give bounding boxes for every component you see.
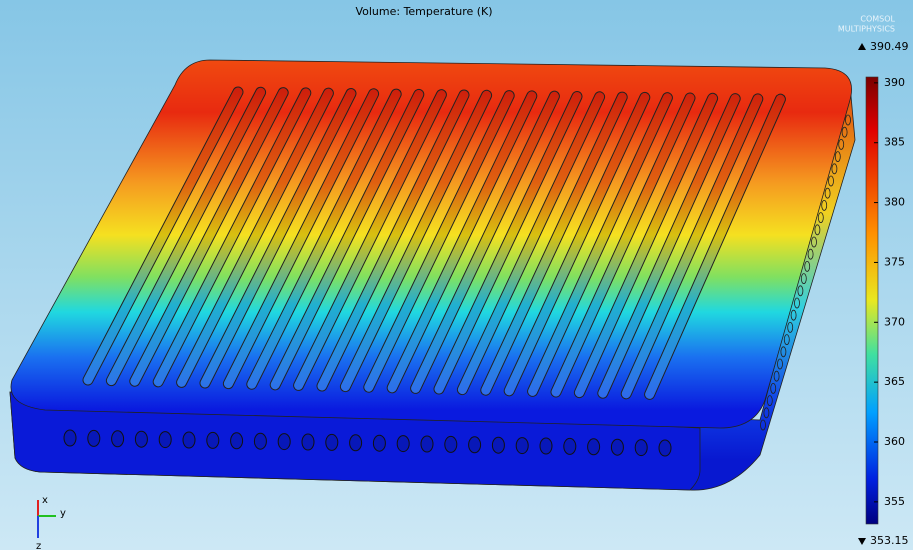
logo: MULTIPHYSICS — [838, 25, 895, 34]
logo: COMSOL — [860, 15, 895, 24]
hole — [135, 431, 147, 447]
plot-title: Volume: Temperature (K) — [355, 5, 492, 18]
hole — [302, 434, 314, 450]
hole — [397, 436, 409, 452]
hole — [278, 434, 290, 450]
colorbar-tick-label: 370 — [884, 315, 905, 328]
colorbar-tick-label: 385 — [884, 136, 905, 149]
colorbar-tick-label: 390 — [884, 76, 905, 89]
hole — [611, 439, 623, 455]
hole — [64, 430, 76, 446]
hole — [588, 439, 600, 455]
hole — [326, 434, 338, 450]
hole — [112, 431, 124, 447]
colorbar — [866, 77, 878, 524]
hole — [492, 437, 504, 453]
colorbar-tick-label: 355 — [884, 495, 905, 508]
colorbar-tick-label: 360 — [884, 435, 905, 448]
hole — [635, 440, 647, 456]
max-label: 390.49 — [870, 40, 909, 53]
axis-label: z — [36, 541, 41, 550]
hole — [564, 438, 576, 454]
axis-label: y — [60, 508, 66, 519]
hole — [159, 432, 171, 448]
colorbar-tick-label: 375 — [884, 255, 905, 268]
hole — [183, 432, 195, 448]
graphics-window: Volume: Temperature (K) COMSOL MULTIPHYS… — [0, 0, 913, 550]
hole — [373, 435, 385, 451]
min-label: 353.15 — [870, 534, 909, 547]
hole — [421, 436, 433, 452]
axis-label: x — [42, 495, 48, 506]
hole — [254, 433, 266, 449]
hole — [207, 432, 219, 448]
hole — [88, 430, 100, 446]
hole — [445, 436, 457, 452]
hole — [516, 438, 528, 454]
hole — [540, 438, 552, 454]
hole — [231, 433, 243, 449]
hole — [350, 435, 362, 451]
hole — [469, 437, 481, 453]
hole — [659, 440, 671, 456]
colorbar-tick-label: 365 — [884, 375, 905, 388]
colorbar-tick-label: 380 — [884, 196, 905, 209]
